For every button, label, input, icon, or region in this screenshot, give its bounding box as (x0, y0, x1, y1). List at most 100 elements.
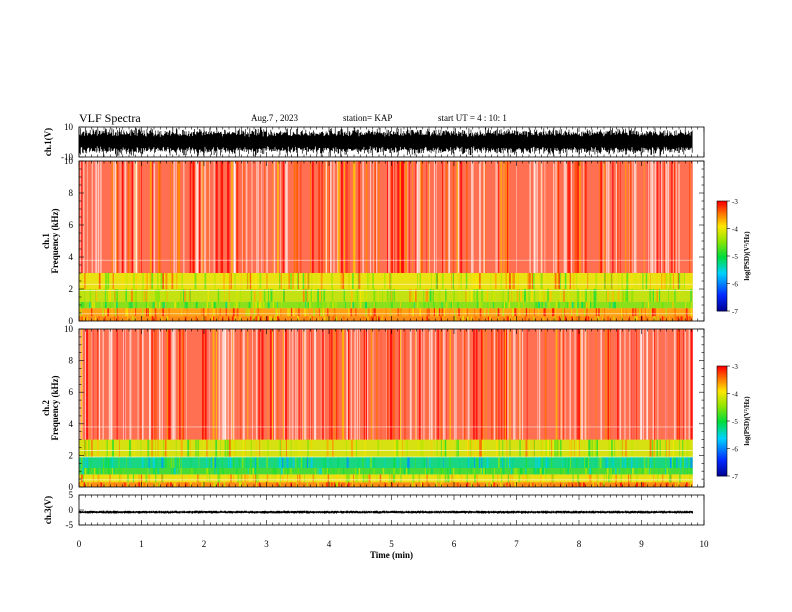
spectrogram-column (560, 289, 562, 302)
spectrogram-column (483, 308, 486, 317)
spectrogram-column (362, 474, 365, 483)
spectrogram-column (297, 474, 298, 483)
spectrogram-column (689, 474, 691, 483)
spectrogram-column (429, 329, 430, 440)
colorbar-swatch (717, 443, 727, 446)
spectrogram-column (672, 301, 674, 309)
spectrogram-column (422, 439, 424, 457)
spectrogram-column (382, 468, 385, 475)
spectrogram-column (309, 329, 310, 440)
colorbar-tick-label: -5 (732, 253, 738, 261)
spectrogram-column (522, 474, 524, 483)
spectrogram-column (327, 308, 329, 317)
colorbar-swatch (717, 265, 727, 268)
spectrogram-column (266, 474, 269, 483)
spectrogram-column (206, 468, 209, 475)
spectrogram-column (467, 457, 469, 469)
spectrogram-column (541, 439, 543, 457)
spectrogram-column (579, 439, 580, 457)
spectrogram-column (80, 474, 83, 483)
spectrogram-column (413, 289, 416, 302)
spectrogram-column (367, 316, 369, 321)
spectrogram-column (170, 482, 172, 487)
spectrogram-column (175, 161, 178, 273)
spectrogram-column (374, 301, 377, 309)
spectrogram-column (412, 161, 413, 273)
spectrogram-column (252, 329, 253, 440)
spectrogram-column (98, 273, 101, 289)
spectrogram-column (576, 289, 579, 302)
spectrogram-column (476, 474, 478, 483)
spectrogram-column (416, 301, 419, 309)
spectrogram-column (635, 482, 637, 487)
x-tick-label: 4 (327, 539, 332, 549)
ch2-spectrogram-panel (79, 329, 693, 487)
spectrogram-column (142, 329, 143, 440)
date-label: Aug.7 , 2023 (251, 113, 298, 123)
spectrogram-column (155, 474, 157, 483)
spectrogram-column (397, 161, 400, 273)
spectrogram-column (322, 161, 323, 273)
spectrogram-column (302, 289, 305, 302)
spectrogram-column (665, 439, 666, 457)
spectrogram-column (674, 439, 677, 457)
spectrogram-column (370, 316, 373, 321)
spectrogram-column (556, 439, 559, 457)
spectrogram-column (407, 468, 409, 475)
spectrogram-column (553, 439, 556, 457)
spectrogram-column (106, 439, 108, 457)
spectrogram-column (577, 439, 578, 457)
ch2-ylabel-channel: ch.2 (41, 400, 51, 416)
spectrogram-column (505, 161, 507, 273)
spectrogram-column (552, 474, 554, 483)
spectrogram-column (505, 329, 506, 440)
spectrogram-column (323, 457, 325, 469)
spectrogram-column (552, 308, 555, 317)
spectrogram-column (460, 474, 463, 483)
spectrogram-column (647, 468, 648, 475)
spectrogram-column (351, 439, 353, 457)
colorbar-swatch (717, 248, 727, 251)
spectrogram-column (457, 439, 459, 457)
spectrogram-column (409, 329, 412, 440)
spectrogram-column (119, 161, 121, 273)
spectrogram-column (628, 474, 630, 483)
spectrogram-column (204, 161, 206, 273)
spectrogram-column (89, 329, 91, 440)
colorbar-swatch (717, 378, 727, 382)
spectrogram-column (334, 482, 336, 487)
spectrogram-column (135, 316, 137, 321)
ch1-wave-y-tick-label: 10 (64, 122, 74, 132)
spectrogram-column (491, 329, 493, 440)
spectrogram-column (343, 482, 345, 487)
spectrogram-column (553, 474, 555, 483)
spectrogram-column (680, 316, 683, 321)
spectrogram-column (563, 289, 565, 302)
spectrogram-column (107, 273, 110, 289)
spectrogram-column (233, 161, 236, 273)
spectrogram-column (393, 161, 394, 273)
spectrogram-column (685, 308, 688, 317)
spectrogram-column (230, 474, 232, 483)
spectrogram-column (325, 457, 326, 469)
spectrogram-column (302, 308, 303, 317)
spectrogram-column (188, 468, 190, 475)
spectrogram-column (689, 316, 691, 321)
spectrogram-column (133, 273, 135, 289)
spectrogram-column (243, 329, 245, 440)
spectrogram-column (657, 468, 659, 475)
spectrogram-column (255, 482, 256, 487)
colorbar-swatch (717, 261, 727, 264)
spectrogram-column (237, 474, 240, 483)
spectrogram-column (211, 457, 213, 469)
spectrogram-column (215, 308, 217, 317)
spectrogram-column (319, 289, 321, 302)
spectrogram-column (298, 439, 299, 457)
spectrogram-column (441, 273, 444, 289)
spectrogram-column (617, 273, 619, 289)
spectrogram-column (393, 439, 396, 457)
colorbar-swatch (717, 410, 727, 413)
spectrogram-column (397, 482, 399, 487)
spectrogram-column (234, 273, 236, 289)
spectrogram-column (386, 474, 388, 483)
